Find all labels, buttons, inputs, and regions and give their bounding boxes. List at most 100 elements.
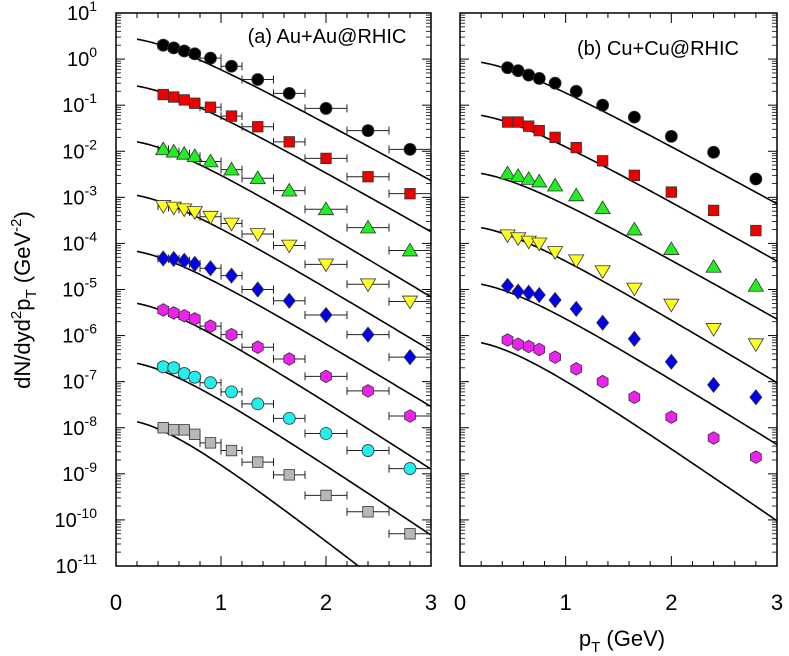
data-point (282, 87, 296, 100)
data-point (157, 422, 169, 434)
data-point (707, 376, 721, 394)
data-point (280, 239, 298, 254)
data-point (530, 173, 548, 188)
data-point (403, 462, 417, 475)
data-point (665, 186, 677, 198)
panel-b: 0 1 2 3 (b) Cu+Cu@RHIC (454, 12, 783, 615)
data-point (282, 411, 296, 425)
x-tick-label: 3 (425, 590, 437, 615)
data-point (282, 292, 296, 309)
data-point (705, 323, 722, 337)
data-point (594, 200, 611, 215)
data-point (401, 295, 419, 310)
series-s1 (501, 61, 763, 186)
y-tick-label: 10-3 (62, 182, 97, 209)
data-point (188, 47, 202, 61)
data-point (204, 437, 217, 449)
data-point (224, 267, 239, 284)
data-point (532, 286, 546, 304)
data-point (156, 250, 170, 267)
series-s4 (499, 229, 765, 353)
data-point (204, 51, 217, 65)
series-s5 (501, 277, 763, 406)
series-s2 (157, 88, 432, 200)
data-point (178, 308, 191, 323)
series-s5 (156, 250, 432, 366)
data-point (225, 59, 238, 73)
data-point (664, 353, 678, 370)
data-point (251, 73, 265, 86)
data-point (403, 349, 417, 366)
data-point (628, 169, 640, 181)
data-point (175, 145, 193, 160)
data-point (570, 362, 583, 376)
y-tick-label: 10-6 (62, 321, 97, 348)
data-point (154, 141, 172, 156)
data-point (523, 120, 535, 132)
data-point (548, 76, 562, 90)
data-point (202, 153, 219, 168)
panel-a: 10110010-110-210-310-410-510-610-710-810… (55, 0, 438, 615)
data-point (404, 188, 416, 200)
y-tick-label: 10-8 (62, 413, 97, 440)
data-point (252, 121, 264, 133)
data-point (204, 319, 217, 333)
data-point (167, 250, 181, 268)
y-tick-label: 10-7 (62, 367, 97, 394)
data-point (165, 143, 183, 158)
data-point (549, 350, 561, 364)
data-point (501, 61, 514, 75)
series-s2 (501, 116, 762, 237)
data-point (403, 142, 417, 156)
data-point (188, 370, 202, 384)
series-s8 (157, 422, 432, 540)
y-tick-label: 10-4 (62, 228, 97, 255)
data-point (177, 252, 191, 269)
data-point (178, 424, 190, 436)
fit-curve-s3 (480, 172, 777, 320)
x-tick-label: 0 (110, 590, 122, 615)
x-tick-label: 1 (560, 590, 572, 615)
fit-curve-s6 (136, 302, 431, 470)
series-s6 (157, 303, 432, 423)
data-point (749, 389, 763, 406)
data-point (188, 312, 201, 326)
data-point (167, 361, 181, 375)
data-point (283, 469, 295, 481)
data-point (705, 258, 722, 273)
data-point (627, 110, 641, 124)
data-point (251, 281, 265, 298)
data-point (522, 68, 536, 82)
fit-curve-s6 (480, 341, 777, 522)
data-point (168, 424, 180, 436)
data-point (404, 528, 416, 540)
data-point (512, 116, 524, 128)
data-point (533, 124, 545, 137)
data-point (204, 101, 217, 113)
data-point (202, 210, 219, 225)
series-s6 (501, 333, 762, 464)
y-tick-label: 10-10 (55, 505, 98, 532)
data-point (501, 333, 514, 347)
data-point (596, 98, 610, 112)
data-point (627, 330, 641, 347)
data-point (189, 428, 201, 440)
x-tick-label: 2 (665, 590, 677, 615)
data-point (317, 201, 335, 216)
fit-curve-s5 (136, 250, 431, 408)
data-point (570, 141, 582, 154)
data-point (530, 237, 548, 252)
data-point (362, 506, 374, 518)
fit-curve-s7 (136, 362, 431, 536)
data-point (501, 277, 515, 294)
data-point (665, 410, 678, 424)
data-point (361, 326, 375, 343)
data-point (249, 228, 267, 242)
data-point (361, 124, 375, 138)
data-point (168, 91, 180, 103)
x-axis-label: pT (GeV) (579, 626, 665, 656)
data-point (186, 206, 204, 221)
y-tick-label: 10-11 (56, 551, 98, 578)
data-point (157, 303, 170, 317)
